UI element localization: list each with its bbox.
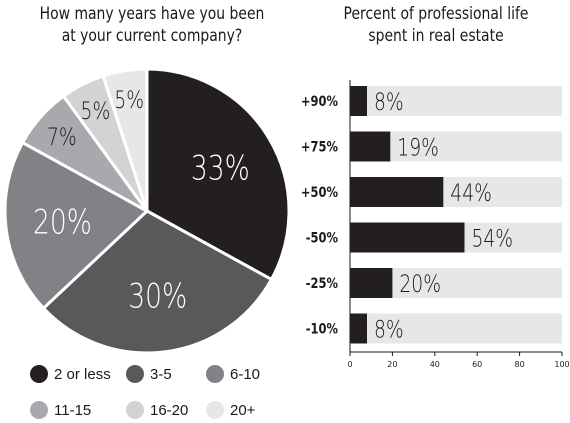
legend-swatch xyxy=(30,401,48,419)
bar-title-line-2: spent in real estate xyxy=(368,26,504,46)
pie-slice-6-10 xyxy=(3,140,150,311)
legend-swatch xyxy=(30,365,48,383)
pie-label-11-15: 7% xyxy=(47,124,77,152)
legend-swatch xyxy=(126,401,144,419)
legend-label: 16-20 xyxy=(150,401,189,419)
pie-label-6-10: 20% xyxy=(33,204,92,243)
bar-category-label: -10% xyxy=(306,321,338,337)
bar-plusminus-50 xyxy=(350,177,444,207)
pie-label-2-or-less: 33% xyxy=(191,149,250,188)
legend-label: 11-15 xyxy=(54,401,92,419)
bar-value-label: 8% xyxy=(374,89,404,117)
pie-title-line-2: at your current company? xyxy=(61,26,243,46)
bar-minus-50 xyxy=(350,222,465,253)
legend-item-11-15: 11-15 xyxy=(30,400,91,420)
bar-category-label: -25% xyxy=(306,276,338,292)
bar-category-label: +90% xyxy=(301,94,338,110)
x-tick-label: 80 xyxy=(515,360,525,369)
pie-slice-3-5 xyxy=(41,209,274,355)
legend-item-16-20: 16-20 xyxy=(126,400,188,420)
x-tick-label: 60 xyxy=(472,360,482,369)
pie-label-3-5: 30% xyxy=(128,277,187,316)
pie-label-16-20: 5% xyxy=(81,98,111,126)
bar-category-label: +75% xyxy=(301,139,338,155)
bar-plusminus-75 xyxy=(350,131,391,162)
bar-category-label: -50% xyxy=(306,230,338,246)
x-tick-label: 40 xyxy=(430,360,440,369)
bar-plusminus-90 xyxy=(350,86,367,116)
x-tick-label: 100 xyxy=(554,360,569,369)
bar-minus-10 xyxy=(350,313,367,344)
x-tick-label: 0 xyxy=(347,360,352,369)
legend-label: 6-10 xyxy=(230,365,261,383)
legend-swatch xyxy=(126,365,144,383)
bar-value-label: 19% xyxy=(397,134,439,162)
legend-label: 20+ xyxy=(230,401,256,419)
legend-label: 2 or less xyxy=(54,365,111,383)
pie-title-line-1: How many years have you been xyxy=(39,4,265,24)
bar-chart: +90% 8% +75% 19% +50% 44% -50% 54% -25% 20% -10% 8%… xyxy=(301,80,570,369)
bar-category-label: +50% xyxy=(301,185,338,201)
bar-value-label: 20% xyxy=(399,271,441,299)
bar-value-label: 54% xyxy=(471,225,513,253)
bar-value-label: 44% xyxy=(450,180,492,208)
x-tick-label: 20 xyxy=(387,360,397,369)
pie-chart-title: How many years have you been at your cur… xyxy=(22,3,281,47)
bar-minus-25 xyxy=(350,268,393,298)
legend-item-3-5: 3-5 xyxy=(126,364,172,384)
pie-chart: 33%30%20%7%5% 5% xyxy=(3,67,291,355)
legend-item-20-: 20+ xyxy=(206,400,255,420)
bar-title-line-1: Percent of professional life xyxy=(343,4,529,24)
legend-item-2-or-less: 2 or less xyxy=(30,364,111,384)
legend-swatch xyxy=(206,365,224,383)
legend-item-6-10: 6-10 xyxy=(206,364,260,384)
legend-swatch xyxy=(206,401,224,419)
legend-label: 3-5 xyxy=(150,365,172,383)
bar-chart-title: Percent of professional life spent in re… xyxy=(321,3,551,47)
pie-slice-20- xyxy=(101,67,149,212)
pie-slice-2-or-less xyxy=(145,67,291,282)
pie-label-20-: 5% xyxy=(114,87,144,115)
bar-value-label: 8% xyxy=(374,316,404,344)
bar-track-minus-10 xyxy=(350,313,562,344)
bar-track-plusminus-90 xyxy=(350,86,562,116)
